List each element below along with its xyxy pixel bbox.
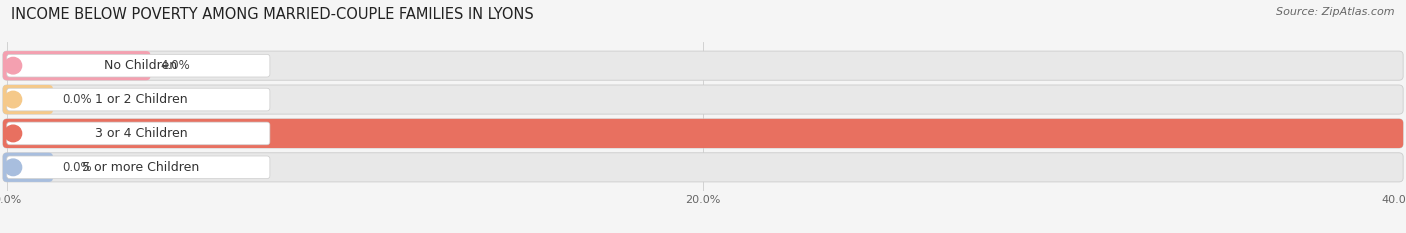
FancyBboxPatch shape — [7, 122, 270, 145]
FancyBboxPatch shape — [3, 119, 1403, 148]
FancyBboxPatch shape — [7, 54, 270, 77]
Text: 0.0%: 0.0% — [63, 161, 93, 174]
Text: 1 or 2 Children: 1 or 2 Children — [94, 93, 187, 106]
FancyBboxPatch shape — [7, 156, 270, 179]
Text: No Children: No Children — [104, 59, 177, 72]
Circle shape — [4, 91, 21, 108]
Text: 0.0%: 0.0% — [63, 93, 93, 106]
Circle shape — [4, 57, 21, 74]
Circle shape — [4, 125, 21, 142]
FancyBboxPatch shape — [3, 85, 1403, 114]
FancyBboxPatch shape — [3, 153, 53, 182]
FancyBboxPatch shape — [3, 85, 53, 114]
FancyBboxPatch shape — [7, 88, 270, 111]
Text: 3 or 4 Children: 3 or 4 Children — [94, 127, 187, 140]
FancyBboxPatch shape — [3, 51, 1403, 80]
Text: 5 or more Children: 5 or more Children — [83, 161, 200, 174]
Text: Source: ZipAtlas.com: Source: ZipAtlas.com — [1277, 7, 1395, 17]
Circle shape — [4, 159, 21, 176]
Text: 4.0%: 4.0% — [160, 59, 190, 72]
Text: INCOME BELOW POVERTY AMONG MARRIED-COUPLE FAMILIES IN LYONS: INCOME BELOW POVERTY AMONG MARRIED-COUPL… — [11, 7, 534, 22]
FancyBboxPatch shape — [3, 51, 150, 80]
FancyBboxPatch shape — [3, 153, 1403, 182]
FancyBboxPatch shape — [3, 119, 1403, 148]
